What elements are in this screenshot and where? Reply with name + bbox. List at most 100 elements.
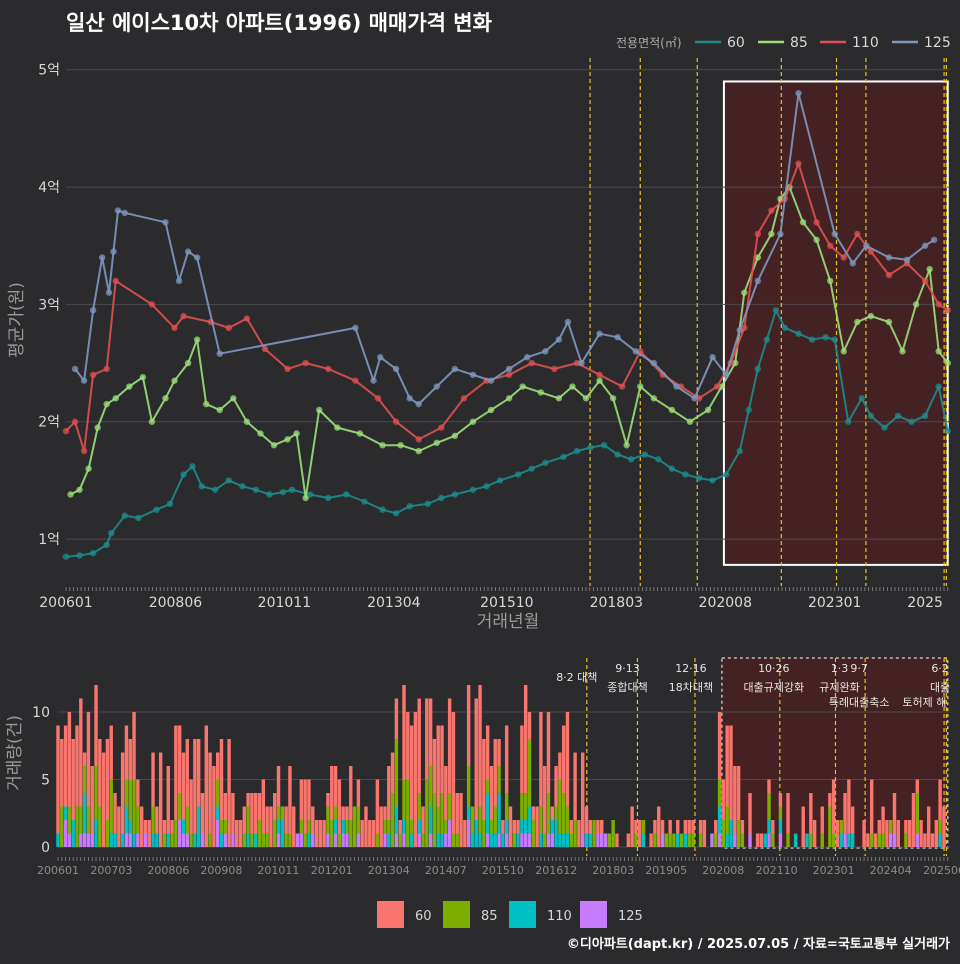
volume-bar-60 xyxy=(455,793,459,834)
volume-bar-125 xyxy=(341,833,345,847)
volume-bar-60 xyxy=(588,820,593,834)
legend-bottom-swatch-110 xyxy=(509,901,536,928)
volume-bar-110 xyxy=(436,833,440,847)
series-point-110 xyxy=(551,365,558,373)
volume-bar-110 xyxy=(113,833,117,847)
volume-bar-60 xyxy=(136,779,140,807)
volume-bar-60 xyxy=(132,712,136,780)
volume-bar-85 xyxy=(128,779,132,820)
volume-bar-60 xyxy=(204,725,208,847)
volume-bar-85 xyxy=(740,833,745,847)
volume-bar-110 xyxy=(847,833,851,847)
volume-bar-110 xyxy=(215,806,220,820)
volume-bar-60 xyxy=(687,820,691,834)
legend-bottom-label-85: 85 xyxy=(481,909,498,924)
series-point-60 xyxy=(76,552,83,559)
series-point-110 xyxy=(921,277,929,285)
volume-x-tick-label: 200601 xyxy=(37,864,79,877)
volume-bar-60 xyxy=(120,752,125,834)
series-point-110 xyxy=(302,359,309,367)
policy-label-date: 9·13 xyxy=(615,662,640,675)
volume-bar-60 xyxy=(128,739,132,780)
x-axis-title: 거래년월 xyxy=(477,612,540,632)
volume-bar-60 xyxy=(869,779,874,834)
volume-bar-60 xyxy=(276,766,281,807)
series-point-125 xyxy=(175,277,183,285)
volume-bar-60 xyxy=(702,820,707,847)
volume-bar-125 xyxy=(600,833,604,847)
volume-bar-60 xyxy=(413,712,418,847)
volume-bar-110 xyxy=(63,806,68,820)
volume-bar-60 xyxy=(162,820,167,834)
volume-bar-60 xyxy=(364,806,368,847)
volume-bar-110 xyxy=(539,833,543,847)
series-point-125 xyxy=(795,90,802,97)
series-point-110 xyxy=(180,312,187,320)
volume-bar-60 xyxy=(755,833,760,847)
volume-bar-85 xyxy=(349,820,353,847)
volume-bar-85 xyxy=(904,833,908,847)
volume-bar-85 xyxy=(105,820,110,847)
series-point-110 xyxy=(112,277,119,285)
volume-bar-110 xyxy=(558,833,562,847)
policy-label-name: 8·2 대책 xyxy=(556,671,597,684)
series-point-125 xyxy=(650,359,658,367)
series-point-60 xyxy=(745,406,752,414)
volume-bar-125 xyxy=(231,833,235,847)
volume-bar-60 xyxy=(748,793,752,834)
series-point-110 xyxy=(103,365,110,373)
volume-bar-110 xyxy=(561,833,566,847)
volume-bar-125 xyxy=(345,833,349,847)
series-point-60 xyxy=(438,494,445,502)
volume-bar-60 xyxy=(67,712,72,807)
series-point-60 xyxy=(560,453,567,461)
series-point-60 xyxy=(166,500,174,508)
volume-bar-125 xyxy=(326,833,330,847)
series-point-110 xyxy=(374,395,382,402)
volume-bar-60 xyxy=(451,712,456,834)
series-point-125 xyxy=(415,400,422,408)
volume-bar-85 xyxy=(94,766,98,820)
series-point-110 xyxy=(171,324,178,332)
volume-bar-85 xyxy=(390,793,395,847)
series-point-110 xyxy=(813,219,820,226)
volume-bar-85 xyxy=(288,833,292,847)
volume-bar-60 xyxy=(60,739,64,807)
volume-x-tick-label: 201510 xyxy=(482,864,524,877)
series-point-60 xyxy=(722,471,730,478)
volume-x-tick-label: 202110 xyxy=(756,864,798,877)
volume-bar-125 xyxy=(660,833,665,847)
volume-bar-125 xyxy=(143,833,148,847)
volume-bar-60 xyxy=(242,806,247,834)
volume-bar-85 xyxy=(307,820,311,834)
volume-bar-60 xyxy=(698,820,703,834)
legend-bottom: 60 85 110 125 xyxy=(377,901,643,928)
volume-bar-60 xyxy=(546,712,551,793)
volume-bar-85 xyxy=(725,806,729,834)
volume-bar-85 xyxy=(276,806,281,820)
volume-bar-60 xyxy=(86,712,91,807)
volume-bar-85 xyxy=(273,820,277,847)
volume-bar-110 xyxy=(181,820,186,834)
volume-bar-60 xyxy=(778,793,783,807)
volume-y-tick-label: 5 xyxy=(41,773,50,789)
volume-bar-85 xyxy=(265,833,269,847)
volume-bar-110 xyxy=(466,806,471,820)
series-point-85 xyxy=(935,348,942,355)
volume-bar-60 xyxy=(653,820,657,834)
volume-bar-60 xyxy=(474,698,478,820)
volume-bar-60 xyxy=(284,806,288,834)
series-point-60 xyxy=(239,483,246,490)
volume-y-axis-title: 거래량(건) xyxy=(5,715,25,791)
volume-bar-60 xyxy=(911,793,916,847)
series-point-125 xyxy=(110,248,117,255)
series-point-85 xyxy=(257,430,264,437)
volume-bar-60 xyxy=(523,685,528,793)
volume-bar-125 xyxy=(299,833,304,847)
volume-bar-85 xyxy=(406,779,410,847)
volume-bar-85 xyxy=(421,833,425,847)
volume-bar-85 xyxy=(98,806,102,847)
volume-bar-85 xyxy=(383,820,387,834)
volume-bar-125 xyxy=(79,833,83,847)
volume-bar-110 xyxy=(94,820,98,847)
